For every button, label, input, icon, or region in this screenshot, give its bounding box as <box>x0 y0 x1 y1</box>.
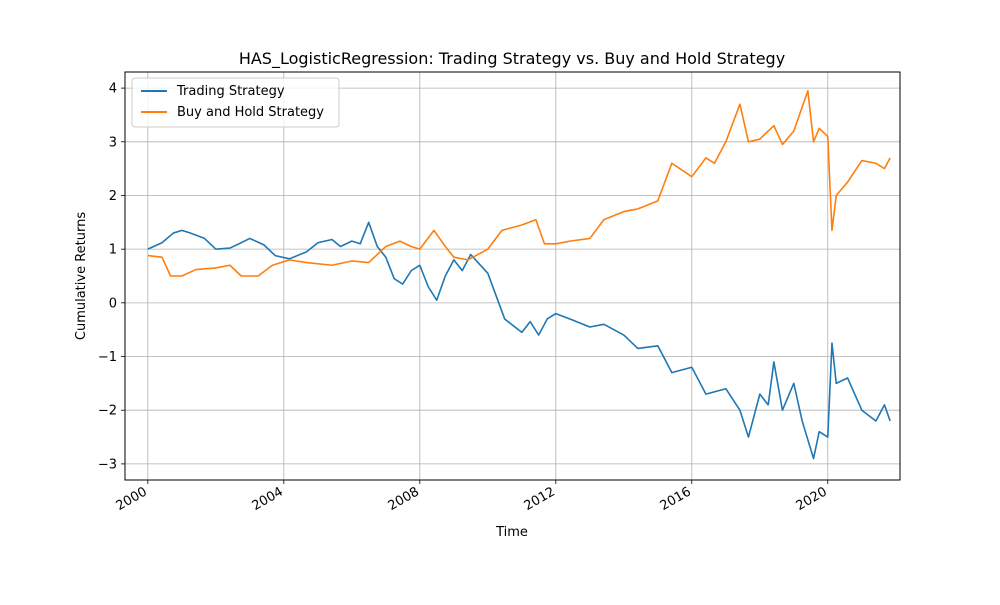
plot-frame <box>124 71 901 481</box>
y-tick-label: 1 <box>109 243 117 258</box>
legend-label-buy-and-hold: Buy and Hold Strategy <box>177 105 324 120</box>
y-tick-label: −2 <box>98 404 117 419</box>
grid-lines <box>125 72 900 480</box>
y-tick-label: −3 <box>98 457 117 472</box>
legend: Trading Strategy Buy and Hold Strategy <box>131 77 340 128</box>
y-tick-label: 2 <box>109 189 117 204</box>
series-lines <box>147 89 891 460</box>
legend-box <box>131 77 340 128</box>
y-tick-label: −1 <box>98 350 117 365</box>
series-line-trading-strategy <box>147 221 891 460</box>
y-tick-label: 4 <box>109 82 117 97</box>
y-tick-label: 3 <box>109 135 117 150</box>
legend-label-trading-strategy: Trading Strategy <box>176 84 285 99</box>
series-line-buy-and-hold-strategy <box>147 89 891 277</box>
y-tick-label: 0 <box>109 296 117 311</box>
x-axis-label: Time <box>495 525 528 540</box>
chart-title: HAS_LogisticRegression: Trading Strategy… <box>239 49 785 69</box>
y-axis-label: Cumulative Returns <box>74 212 89 340</box>
